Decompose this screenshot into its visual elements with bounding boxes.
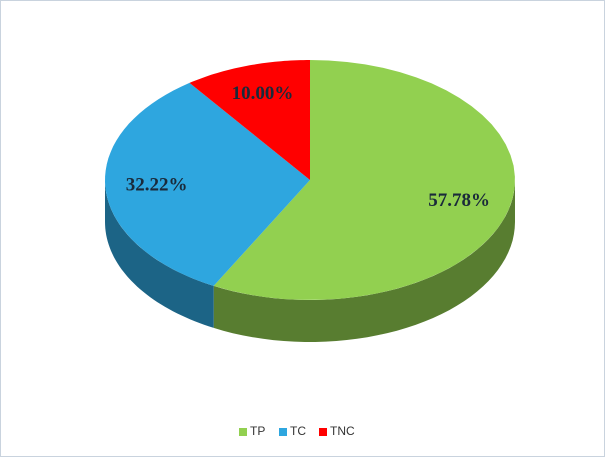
- pie-side: [213, 180, 515, 342]
- data-label: 10.00%: [232, 83, 294, 104]
- pie-side: [105, 180, 214, 328]
- legend-label: TC: [290, 424, 306, 438]
- pie-slice: [213, 60, 515, 300]
- legend-label: TP: [250, 424, 265, 438]
- pie-slice: [105, 82, 310, 286]
- legend-label: TNC: [330, 424, 355, 438]
- data-label: 57.78%: [428, 190, 490, 211]
- legend-swatch: [279, 428, 287, 436]
- legend-swatch: [319, 428, 327, 436]
- pie-slice: [189, 60, 310, 180]
- legend-swatch: [239, 428, 247, 436]
- data-label: 32.22%: [126, 175, 188, 196]
